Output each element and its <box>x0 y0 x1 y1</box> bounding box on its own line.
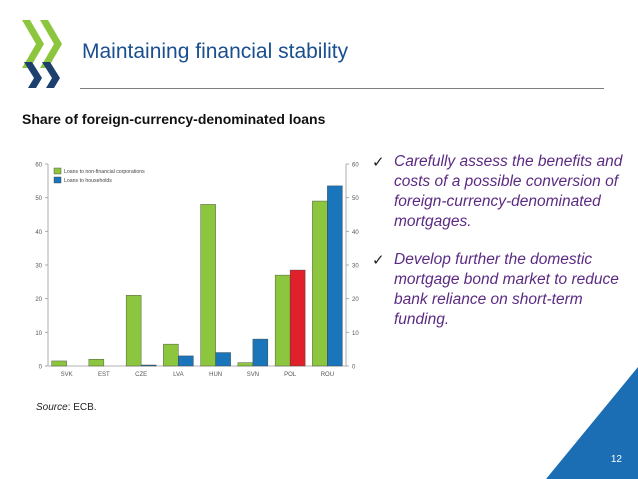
x-tick-label: SVN <box>247 372 259 378</box>
bullet-text: Carefully assess the benefits and costs … <box>394 153 623 230</box>
x-tick-label: EST <box>98 372 110 378</box>
bar-svk-series-1 <box>51 360 67 367</box>
x-tick-label: POL <box>284 372 297 378</box>
bar-chart: 0 0 10 10 20 20 30 30 40 40 50 50 60 60 SVK EST CZE LVA HU… <box>35 163 359 379</box>
bar-cze-series-1 <box>125 295 142 367</box>
page-number: 12 <box>610 454 622 465</box>
source-note: Source: ECB. <box>36 402 97 413</box>
bar-svn-series-2 <box>252 338 269 367</box>
y-tick-label-right: 0 <box>352 365 356 371</box>
chart-subtitle: Share of foreign-currency-denominated lo… <box>22 111 326 127</box>
y-tick-label-left: 10 <box>35 331 42 337</box>
y-tick-label-left: 20 <box>35 297 42 303</box>
y-tick-label-right: 60 <box>352 163 359 169</box>
logo-chevron-upper-right <box>40 20 62 68</box>
bullet-item: ✓ Carefully assess the benefits and cost… <box>372 152 634 232</box>
y-tick-label-left: 0 <box>39 365 43 371</box>
y-tick-label-right: 20 <box>352 297 359 303</box>
y-tick-label-right: 40 <box>352 230 359 236</box>
y-tick-label-right: 30 <box>352 264 359 270</box>
source-label: Source <box>36 402 68 413</box>
y-tick-label-left: 60 <box>35 163 42 169</box>
bar-lva-series-2 <box>178 355 194 367</box>
bar-svn-series-1 <box>237 362 254 367</box>
check-icon: ✓ <box>372 251 385 269</box>
check-icon: ✓ <box>372 153 385 171</box>
x-tick-label: HUN <box>209 372 222 378</box>
y-tick-label-right: 50 <box>352 196 359 202</box>
y-tick-label-left: 30 <box>35 264 42 270</box>
legend-swatch <box>53 167 62 175</box>
x-tick-label: LVA <box>173 372 183 378</box>
slide-title: Maintaining financial stability <box>82 40 349 63</box>
legend-label: Loans to non-financial corporations <box>64 169 145 175</box>
bar-hun-series-1 <box>200 204 216 367</box>
y-tick-label-left: 50 <box>35 196 42 202</box>
logo-chevron-lower-right <box>42 62 60 88</box>
bar-lva-series-1 <box>163 343 179 367</box>
bar-rou-series-2 <box>327 185 343 367</box>
title-divider <box>80 88 604 89</box>
x-tick-label: ROU <box>321 372 334 378</box>
logo-chevron-upper-left <box>22 20 44 68</box>
y-tick-label-left: 40 <box>35 230 42 236</box>
bar-cze-series-2 <box>140 364 157 367</box>
x-tick-label: SVK <box>61 372 73 378</box>
logo-chevron-lower-left <box>24 62 42 88</box>
legend-label: Loans to households <box>64 178 112 184</box>
x-tick-label: CZE <box>135 372 147 378</box>
bullet-text: Develop further the domestic mortgage bo… <box>394 251 619 328</box>
bar-pol-series-1 <box>274 274 291 367</box>
bar-est-series-1 <box>88 359 105 367</box>
source-text: : ECB. <box>67 402 97 413</box>
bar-rou-series-1 <box>312 200 328 367</box>
bar-hun-series-2 <box>215 352 231 367</box>
legend-swatch <box>53 176 62 184</box>
bullet-item: ✓ Develop further the domestic mortgage … <box>372 250 634 330</box>
oecd-logo-icon <box>22 20 62 88</box>
y-tick-label-right: 10 <box>352 331 359 337</box>
corner-triangle-decoration <box>546 367 638 479</box>
bar-pol-series-2 <box>289 269 306 367</box>
bullet-list: ✓ Carefully assess the benefits and cost… <box>372 152 634 348</box>
